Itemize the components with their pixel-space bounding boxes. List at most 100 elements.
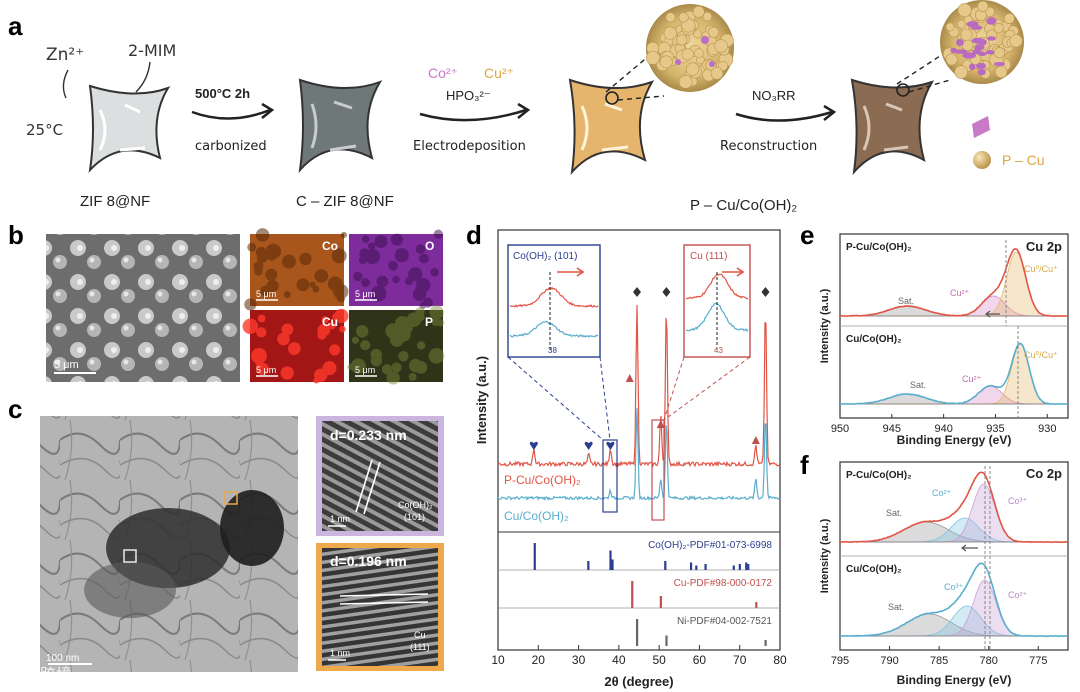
xps-cu-series-2: Cu/Co(OH)₂ xyxy=(846,334,902,345)
eds-co-scale-label: 5 μm xyxy=(256,289,276,299)
nanosphere-bump xyxy=(993,22,1004,34)
p-cu-nanosphere xyxy=(645,4,734,92)
xps-cu-series-1: P-Cu/Co(OH)₂ xyxy=(846,242,912,253)
zoom-circle-1 xyxy=(605,91,619,105)
xrd-curve-p-cu xyxy=(497,304,781,468)
eds-spot xyxy=(416,341,426,350)
eds-spot xyxy=(436,319,445,327)
xps-cu-cu01-2: Cu⁰/Cu⁺ xyxy=(1024,350,1058,360)
nanosphere-bump xyxy=(962,39,974,52)
mim-label: 2-MIM xyxy=(128,41,176,60)
tem-scale-label: 100 nm xyxy=(46,653,79,664)
eds-map-o xyxy=(349,234,443,306)
co-oh-legend-icon xyxy=(972,116,990,138)
eds-spot xyxy=(281,254,296,269)
xrd-ref-line xyxy=(664,561,667,570)
eds-spot xyxy=(408,372,417,381)
cu-peak-marker xyxy=(625,374,634,382)
nanosphere-bump xyxy=(977,0,989,13)
nanosphere-bump xyxy=(681,48,694,61)
c-zif8-particle xyxy=(298,78,383,174)
co-oh-patch xyxy=(966,21,979,27)
eds-spot xyxy=(415,277,431,293)
panel-f: f Co 2p P-Cu/Co(OH)₂ Cu/Co(OH)₂ Intensit… xyxy=(800,450,1069,687)
xps-co-sat-1: Sat. xyxy=(886,508,902,518)
xps-co-shift-arrow xyxy=(961,544,978,552)
xrd-inset-co-oh-arrowhead xyxy=(576,267,585,277)
eds-spot xyxy=(422,297,434,308)
nanosphere-bump xyxy=(645,50,660,65)
panel-c: c 100 nm d=0.233 nm Co(OH)₂ (101) 1 nm d… xyxy=(8,394,444,672)
zoom-line-2b xyxy=(908,79,951,93)
eds-spot xyxy=(392,275,400,284)
nanosphere-bump xyxy=(659,55,673,69)
xrd-x-tick-label: 80 xyxy=(773,653,787,667)
hrtem-2-fringe-line-1 xyxy=(339,593,429,597)
panel-b: b 5 μm Co 5 μm O 5 μm Cu 5 μm P 5 μm xyxy=(8,220,445,385)
hrtem-2-image xyxy=(322,548,438,666)
eds-spot xyxy=(370,355,383,367)
xrd-ref-line xyxy=(689,562,693,570)
eds-spot xyxy=(353,271,363,282)
xps-cu-sat-1: Sat. xyxy=(898,296,914,306)
step2-bottom-label: Electrodeposition xyxy=(413,139,526,154)
co-ion-label: Co²⁺ xyxy=(428,65,458,81)
p-cu-legend-icon xyxy=(973,151,991,169)
co-oh-patch xyxy=(985,50,995,55)
eds-spot xyxy=(256,251,268,263)
co-oh-patch xyxy=(954,49,968,54)
xps-component-fill xyxy=(840,606,1068,636)
eds-spot xyxy=(428,348,445,364)
xps-co-xlabel: Binding Energy (eV) xyxy=(897,673,1012,687)
eds-spot xyxy=(391,326,399,334)
xps-cu-cu2-2: Cu²⁺ xyxy=(962,374,982,384)
eds-spot xyxy=(351,336,360,344)
hrtem-2-scale: 1 nm xyxy=(330,648,350,658)
eds-spot xyxy=(280,366,294,380)
eds-spot xyxy=(406,312,422,327)
eds-spot xyxy=(314,269,329,283)
nanosphere-bump xyxy=(702,11,713,22)
eds-spot xyxy=(328,321,336,330)
xps-x-tick-label: 940 xyxy=(934,423,952,435)
step3-bottom-label: Reconstruction xyxy=(720,139,817,154)
panel-d: d Intensity (a.u.) 2θ (degree) 10 20 30 40 5… xyxy=(466,220,787,689)
eds-spot xyxy=(329,344,341,356)
xrd-ref-label-cu: Cu-PDF#98-000-0172 xyxy=(674,578,773,589)
name-zif8: ZIF 8@NF xyxy=(80,193,150,210)
name-p-cu-co-oh: P – Cu/Co(OH)₂ xyxy=(690,197,797,214)
eds-spot xyxy=(347,363,354,371)
eds-spot xyxy=(370,285,387,302)
eds-spot xyxy=(353,358,363,368)
eds-spot xyxy=(312,285,320,293)
eds-spot xyxy=(255,266,262,273)
xps-cu-ylabel: Intensity (a.u.) xyxy=(819,288,831,363)
zoom-line-1b xyxy=(617,95,665,101)
panel-label-c: c xyxy=(8,394,22,424)
eds-spot xyxy=(414,360,428,374)
xrd-curve-cu xyxy=(497,408,781,502)
eds-spot xyxy=(388,260,398,271)
xrd-link-co-oh-1 xyxy=(599,356,611,441)
xps-cu-xlabel: Binding Energy (eV) xyxy=(897,433,1012,447)
eds-spot xyxy=(396,327,411,342)
xrd-ref-line xyxy=(747,564,750,570)
step1-arrow xyxy=(191,108,271,120)
zoom-line-1a xyxy=(605,54,651,93)
eds-spot xyxy=(340,231,347,239)
nanosphere-bump xyxy=(945,53,958,66)
xps-component-fill xyxy=(840,296,1068,316)
panel-label-f: f xyxy=(800,450,809,480)
co-oh-patch xyxy=(986,17,997,25)
eds-spot xyxy=(265,268,278,281)
panel-a: a Zn²⁺ 2-MIM 25°C 500°C 2h carbonized Co… xyxy=(8,0,1045,214)
xrd-roi-cu xyxy=(651,419,665,521)
zoom-circle-2 xyxy=(896,83,910,97)
xrd-roi-co-oh xyxy=(602,439,618,513)
xps-co-title: Co 2p xyxy=(1026,466,1062,481)
eds-spot xyxy=(321,316,329,324)
eds-spot xyxy=(309,281,316,288)
zif8-particle xyxy=(88,84,171,174)
eds-spot xyxy=(433,229,443,239)
eds-spot xyxy=(415,307,425,317)
